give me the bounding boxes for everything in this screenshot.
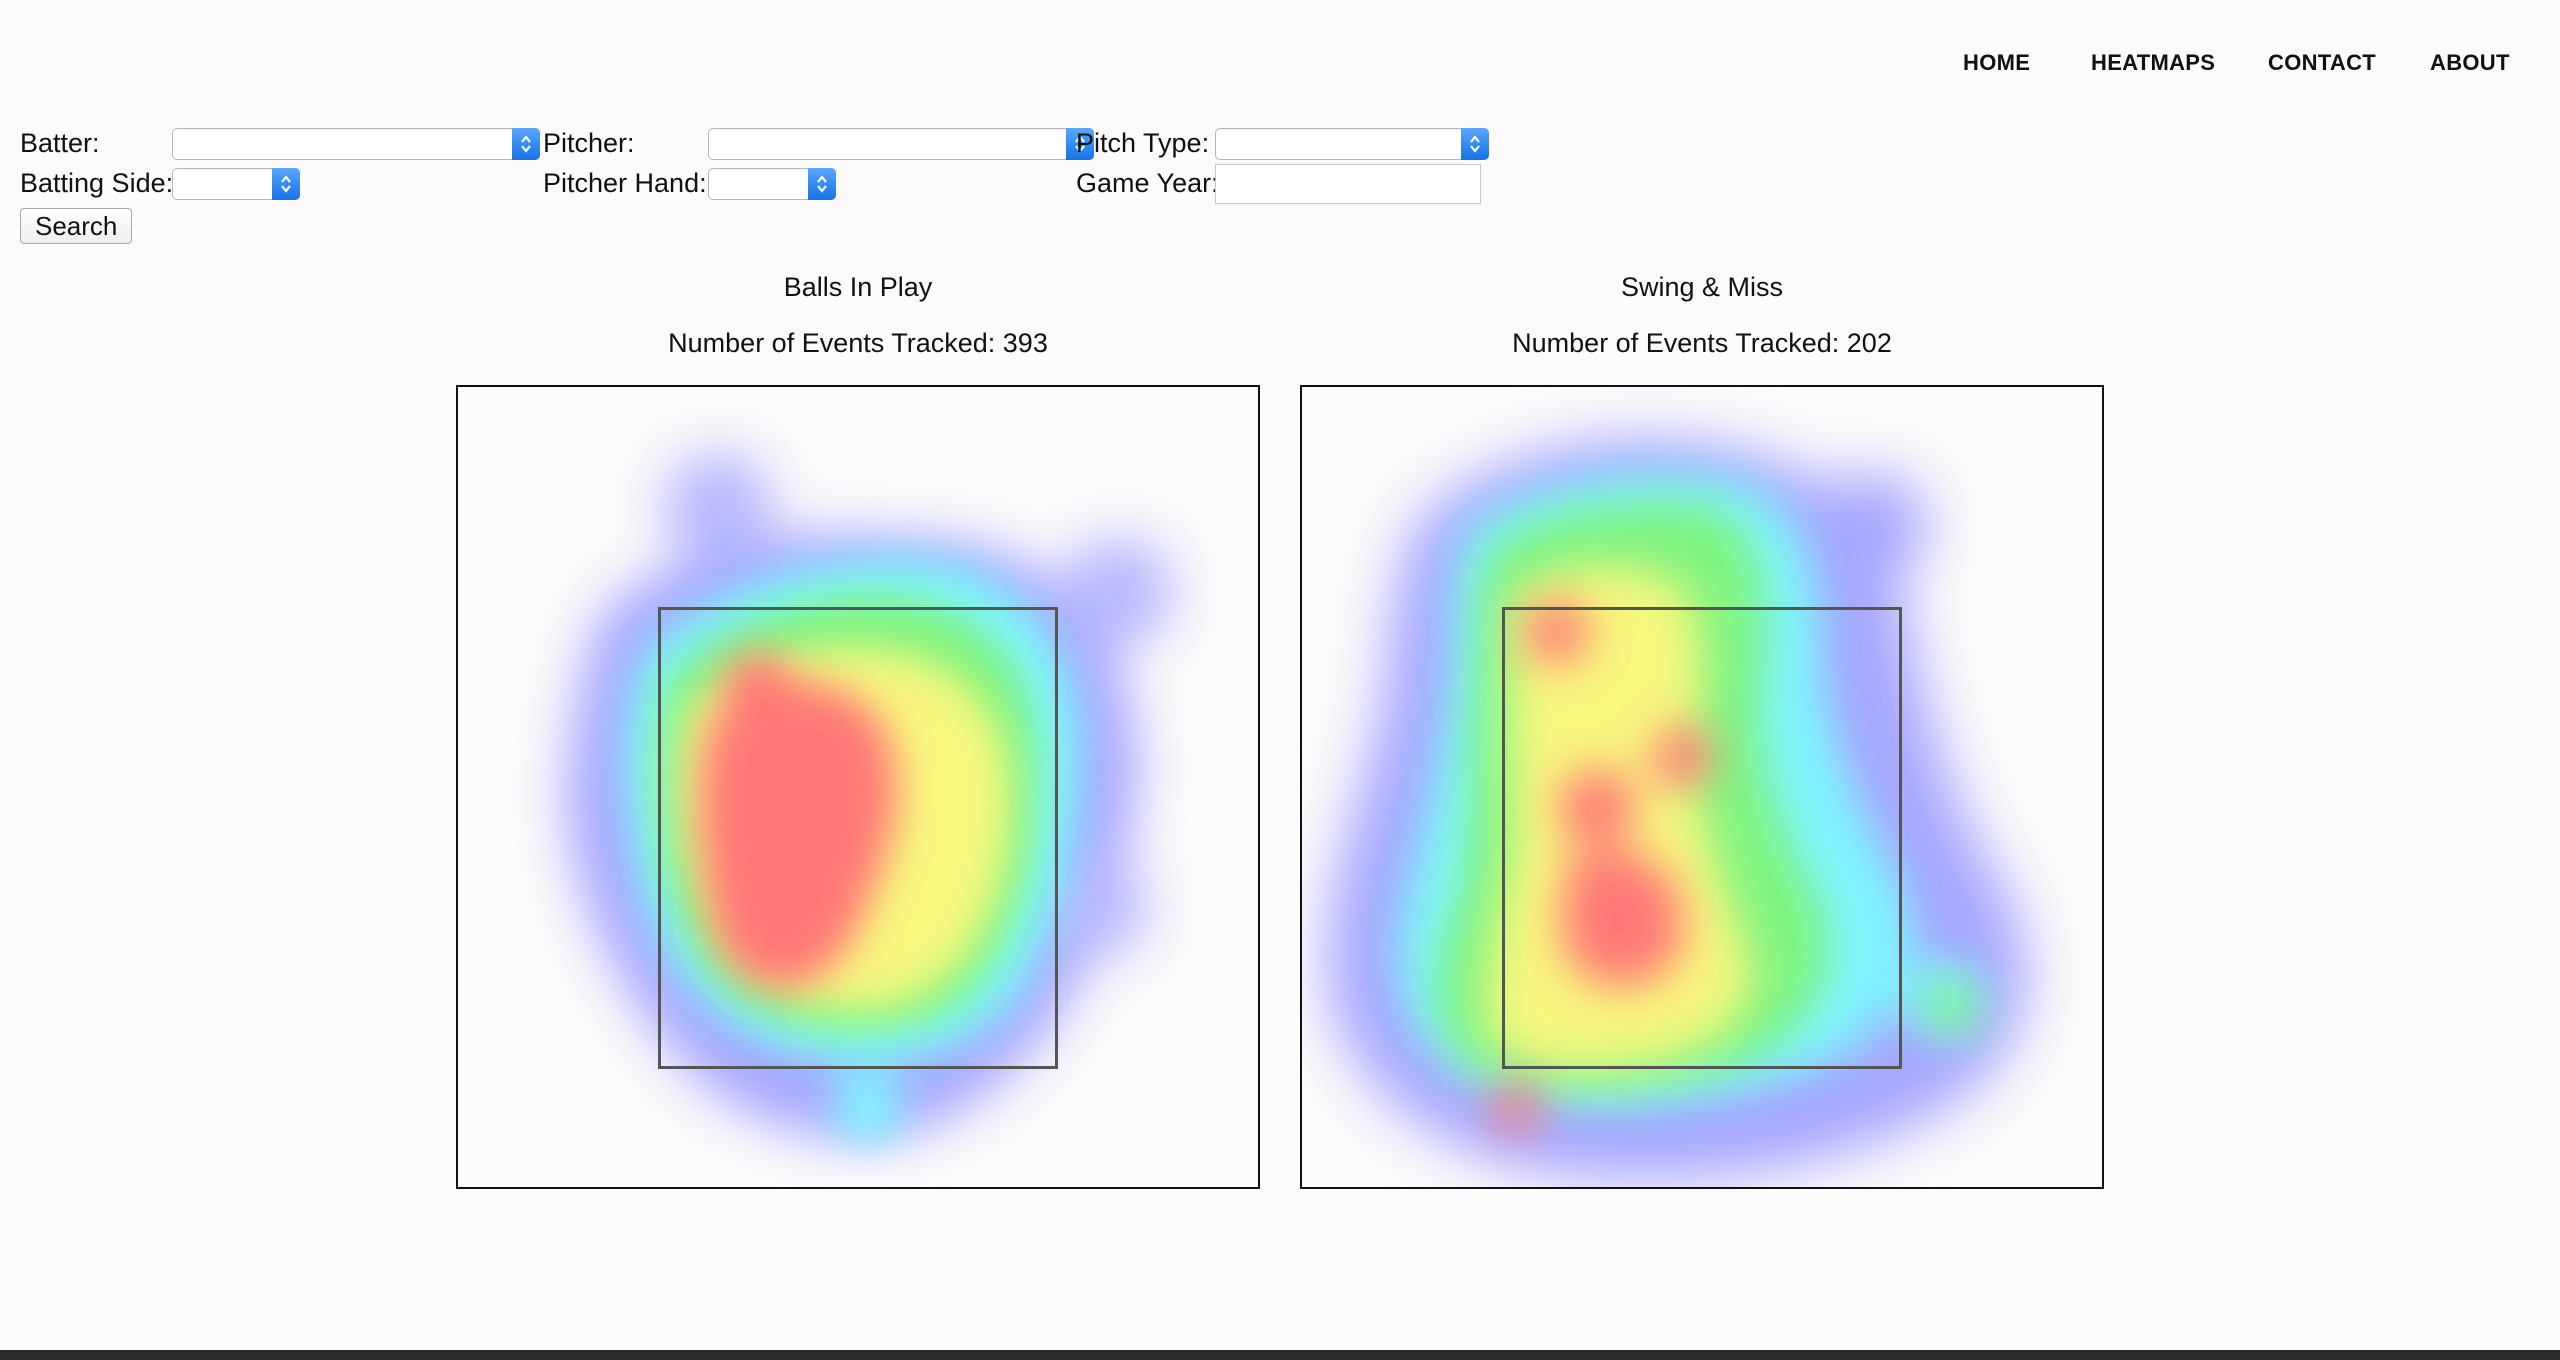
pitch-type-select[interactable]	[1215, 128, 1489, 160]
batting-side-select[interactable]	[172, 168, 300, 200]
batter-select-arrow-icon	[512, 128, 540, 160]
strike-zone	[1502, 607, 1902, 1069]
heatmap-title-swing-miss: Swing & Miss	[1620, 272, 1784, 302]
batting-side-label: Batting Side:	[20, 168, 174, 198]
pitcher-hand-label: Pitcher Hand:	[543, 168, 707, 198]
game-year-input[interactable]	[1215, 164, 1481, 204]
top-nav: HOME HEATMAPS CONTACT ABOUT	[0, 50, 2560, 80]
batter-label: Batter:	[20, 128, 100, 158]
game-year-label: Game Year:	[1076, 168, 1219, 198]
batter-select[interactable]	[172, 128, 540, 160]
filter-form: Batter: Pitcher: Pitch Type: Batting Sid…	[20, 124, 1520, 244]
heatmap-balls-in-play-graphic	[566, 452, 1173, 1142]
heatmap-swing-miss	[1300, 385, 2104, 1189]
heatmap-count-swing-miss: Number of Events Tracked: 202	[1512, 328, 1892, 358]
heatmap-title-balls-in-play: Balls In Play	[783, 272, 933, 302]
pitcher-label: Pitcher:	[543, 128, 635, 158]
pitcher-select-arrow-icon	[1066, 128, 1094, 160]
pitcher-select[interactable]	[708, 128, 1094, 160]
pitcher-hand-select-arrow-icon	[808, 168, 836, 200]
search-button[interactable]: Search	[20, 208, 133, 244]
window-bottom-edge	[0, 1350, 2560, 1360]
pitcher-hand-select[interactable]	[708, 168, 836, 200]
batting-side-select-arrow-icon	[272, 168, 300, 200]
heatmap-count-balls-in-play: Number of Events Tracked: 393	[668, 328, 1048, 358]
nav-home[interactable]: HOME	[1963, 50, 2031, 75]
heatmap-balls-in-play	[456, 385, 1260, 1189]
nav-contact[interactable]: CONTACT	[2268, 50, 2377, 75]
strike-zone	[658, 607, 1058, 1069]
pitch-type-label: Pitch Type:	[1076, 128, 1210, 158]
pitch-type-select-arrow-icon	[1461, 128, 1489, 160]
nav-about[interactable]: ABOUT	[2430, 50, 2510, 75]
nav-heatmaps[interactable]: HEATMAPS	[2091, 50, 2216, 75]
